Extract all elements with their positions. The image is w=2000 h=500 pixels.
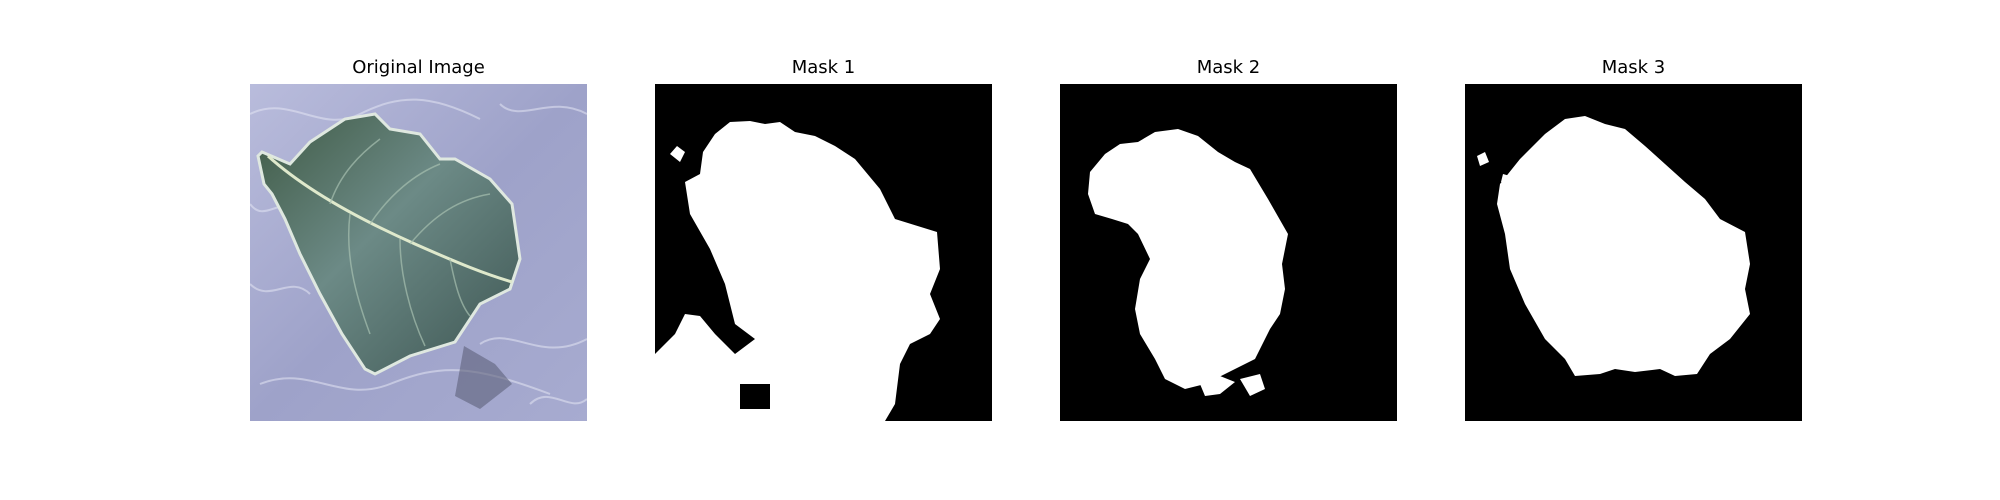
mask-2-canvas — [1060, 84, 1397, 421]
shadow — [455, 346, 512, 409]
mask-2-region — [1088, 129, 1288, 396]
mask-3-canvas — [1465, 84, 1802, 421]
mask-3 — [1465, 84, 1802, 421]
mask-1 — [655, 84, 992, 421]
mask-3-region — [1477, 116, 1750, 376]
original-image — [250, 84, 587, 421]
panel-title-mask-3: Mask 3 — [1601, 57, 1666, 78]
panel-title-mask-2: Mask 2 — [1196, 57, 1261, 78]
panel-title-mask-1: Mask 1 — [791, 57, 856, 78]
mask-1-hole — [740, 384, 770, 409]
original-image-canvas — [250, 84, 587, 421]
leaf-midrib — [266, 154, 513, 284]
leaf-veins — [329, 138, 491, 347]
mask-1-canvas — [655, 84, 992, 421]
mask-2 — [1060, 84, 1397, 421]
panel-title-original-image: Original Image — [352, 57, 485, 78]
mask-1-region — [655, 121, 940, 421]
leaf — [256, 112, 522, 376]
